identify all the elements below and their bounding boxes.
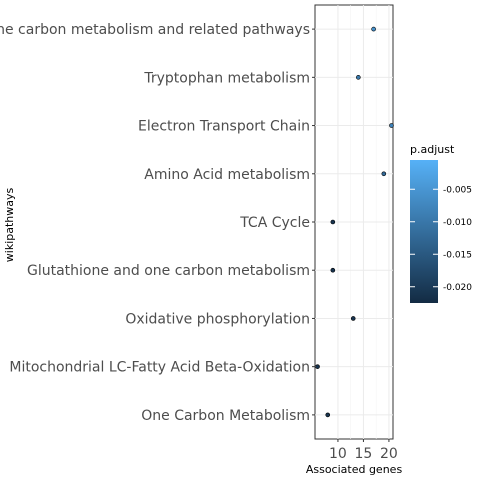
y-tick-label: TCA Cycle xyxy=(239,215,310,231)
data-point xyxy=(350,316,356,321)
y-tick-label: One Carbon Metabolism xyxy=(141,408,310,424)
data-point xyxy=(389,123,394,128)
x-axis: 10 15 20 xyxy=(329,439,398,462)
data-point xyxy=(315,364,320,369)
y-axis-title: wikipathways xyxy=(3,188,16,263)
y-axis: One carbon metabolism and related pathwa… xyxy=(0,22,315,424)
y-tick-label: Amino Acid metabolism xyxy=(144,167,310,183)
legend-tick-label: -0.005 xyxy=(443,185,472,195)
legend-title: p.adjust xyxy=(410,143,455,156)
legend-tick-label: -0.015 xyxy=(443,250,472,260)
x-axis-title: Associated genes xyxy=(306,463,403,476)
data-points xyxy=(315,26,394,418)
data-point xyxy=(371,26,376,32)
y-tick-label: Glutathione and one carbon metabolism xyxy=(27,263,310,279)
data-point xyxy=(325,412,331,418)
x-tick-label: 10 xyxy=(329,446,347,462)
y-tick-label: Mitochondrial LC-Fatty Acid Beta-Oxidati… xyxy=(9,360,310,376)
color-legend: p.adjust -0.005 -0.010 -0.015 -0.020 xyxy=(410,143,472,303)
data-point xyxy=(330,219,336,225)
y-tick-label: One carbon metabolism and related pathwa… xyxy=(0,22,310,38)
x-tick-label: 15 xyxy=(355,446,373,462)
y-tick-label: Tryptophan metabolism xyxy=(143,70,310,86)
data-point xyxy=(330,267,336,273)
legend-tick-label: -0.010 xyxy=(443,218,472,228)
legend-ticks: -0.005 -0.010 -0.015 -0.020 xyxy=(410,185,472,293)
data-point xyxy=(381,171,387,177)
data-point xyxy=(356,75,361,80)
x-tick-label: 20 xyxy=(380,446,398,462)
y-tick-label: Electron Transport Chain xyxy=(138,119,310,135)
y-tick-label: Oxidative phosphorylation xyxy=(125,311,310,327)
legend-tick-label: -0.020 xyxy=(443,283,472,293)
legend-colorbar xyxy=(410,160,438,303)
